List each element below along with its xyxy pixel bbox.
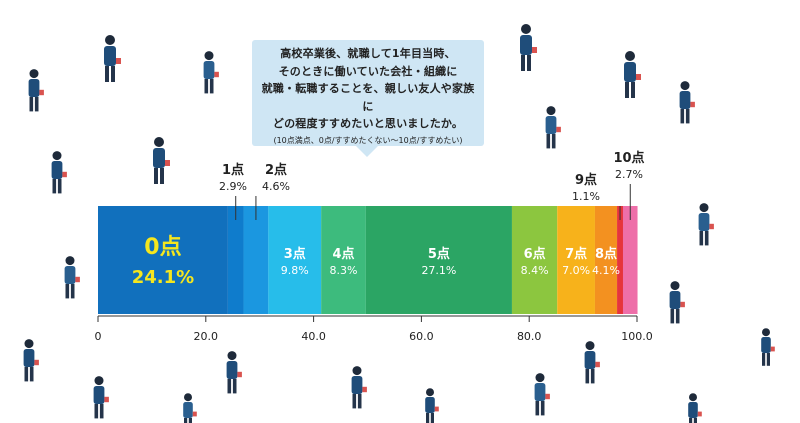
category-label-2: 2点 — [265, 162, 287, 178]
question-note: (10点満点、0点/すすめたくない〜10点/すすめたい) — [273, 135, 463, 145]
person-figure — [698, 203, 714, 246]
person-figure — [624, 51, 641, 98]
category-label-10: 10点 — [613, 150, 644, 166]
bar-segment-4 — [321, 206, 366, 314]
x-tick-label-3: 60.0 — [409, 330, 434, 343]
category-label-3: 3点 — [284, 246, 306, 262]
person-figure — [51, 151, 67, 194]
person-figure — [688, 393, 702, 423]
person-figure — [153, 137, 170, 184]
bar-segment-2 — [243, 206, 269, 314]
person-figure — [520, 24, 537, 71]
person-figure — [351, 366, 367, 409]
bar-segment-3 — [268, 206, 322, 314]
category-label-6: 6点 — [524, 246, 546, 262]
person-figure — [425, 388, 439, 423]
bar-segment-8 — [594, 206, 618, 314]
bar-segment-5 — [365, 206, 512, 314]
value-label-10: 2.7% — [615, 168, 643, 181]
person-figure — [584, 341, 600, 384]
category-label-0: 0点 — [144, 234, 181, 260]
x-tick-label-1: 20.0 — [194, 330, 219, 343]
person-figure — [93, 376, 109, 419]
value-label-6: 8.4% — [521, 264, 549, 277]
person-figure — [761, 328, 775, 366]
person-figure — [545, 106, 561, 149]
person-figure — [183, 393, 197, 423]
person-figure — [64, 256, 80, 299]
category-label-5: 5点 — [428, 246, 450, 262]
person-figure — [104, 35, 121, 82]
bar-segment-0 — [98, 206, 228, 314]
value-label-8: 4.1% — [592, 264, 620, 277]
x-tick-label-4: 80.0 — [517, 330, 542, 343]
category-label-8: 8点 — [595, 246, 617, 262]
question-bubble: 高校卒業後、就職して1年目当時、 そのときに働いていた会社・組織に 就職・転職す… — [252, 40, 484, 157]
category-label-9: 9点 — [575, 172, 597, 188]
person-figure — [534, 373, 550, 416]
bar-segment-10 — [622, 206, 638, 314]
bar-segment-9 — [617, 206, 623, 314]
bar-segment-6 — [511, 206, 558, 314]
value-label-4: 8.3% — [330, 264, 358, 277]
question-line-1: 高校卒業後、就職して1年目当時、 — [280, 47, 456, 60]
value-label-7: 7.0% — [562, 264, 590, 277]
value-label-5: 27.1% — [421, 264, 456, 277]
value-label-9: 1.1% — [572, 190, 600, 203]
value-label-2: 4.6% — [262, 180, 290, 193]
person-figure — [669, 281, 685, 324]
x-tick-label-0: 0 — [95, 330, 102, 343]
value-label-0: 24.1% — [132, 267, 194, 288]
x-tick-label-5: 100.0 — [621, 330, 653, 343]
question-line-4: どの程度すすめたいと思いましたか。 — [272, 117, 464, 130]
category-label-4: 4点 — [332, 246, 354, 262]
category-label-7: 7点 — [565, 246, 587, 262]
category-label-1: 1点 — [222, 162, 244, 178]
question-line-2: そのときに働いていた会社・組織に — [278, 64, 458, 78]
bar-segment-7 — [557, 206, 595, 314]
person-figure — [28, 69, 44, 112]
value-label-3: 9.8% — [281, 264, 309, 277]
person-figure — [23, 339, 39, 382]
people-illustrations — [23, 24, 775, 423]
person-figure — [226, 351, 242, 394]
question-line-3: 就職・転職することを、親しい友人や家族に — [261, 82, 475, 113]
bar-segment-1 — [227, 206, 244, 314]
value-label-1: 2.9% — [219, 180, 247, 193]
x-tick-label-2: 40.0 — [301, 330, 326, 343]
person-figure — [203, 51, 219, 94]
person-figure — [679, 81, 695, 124]
